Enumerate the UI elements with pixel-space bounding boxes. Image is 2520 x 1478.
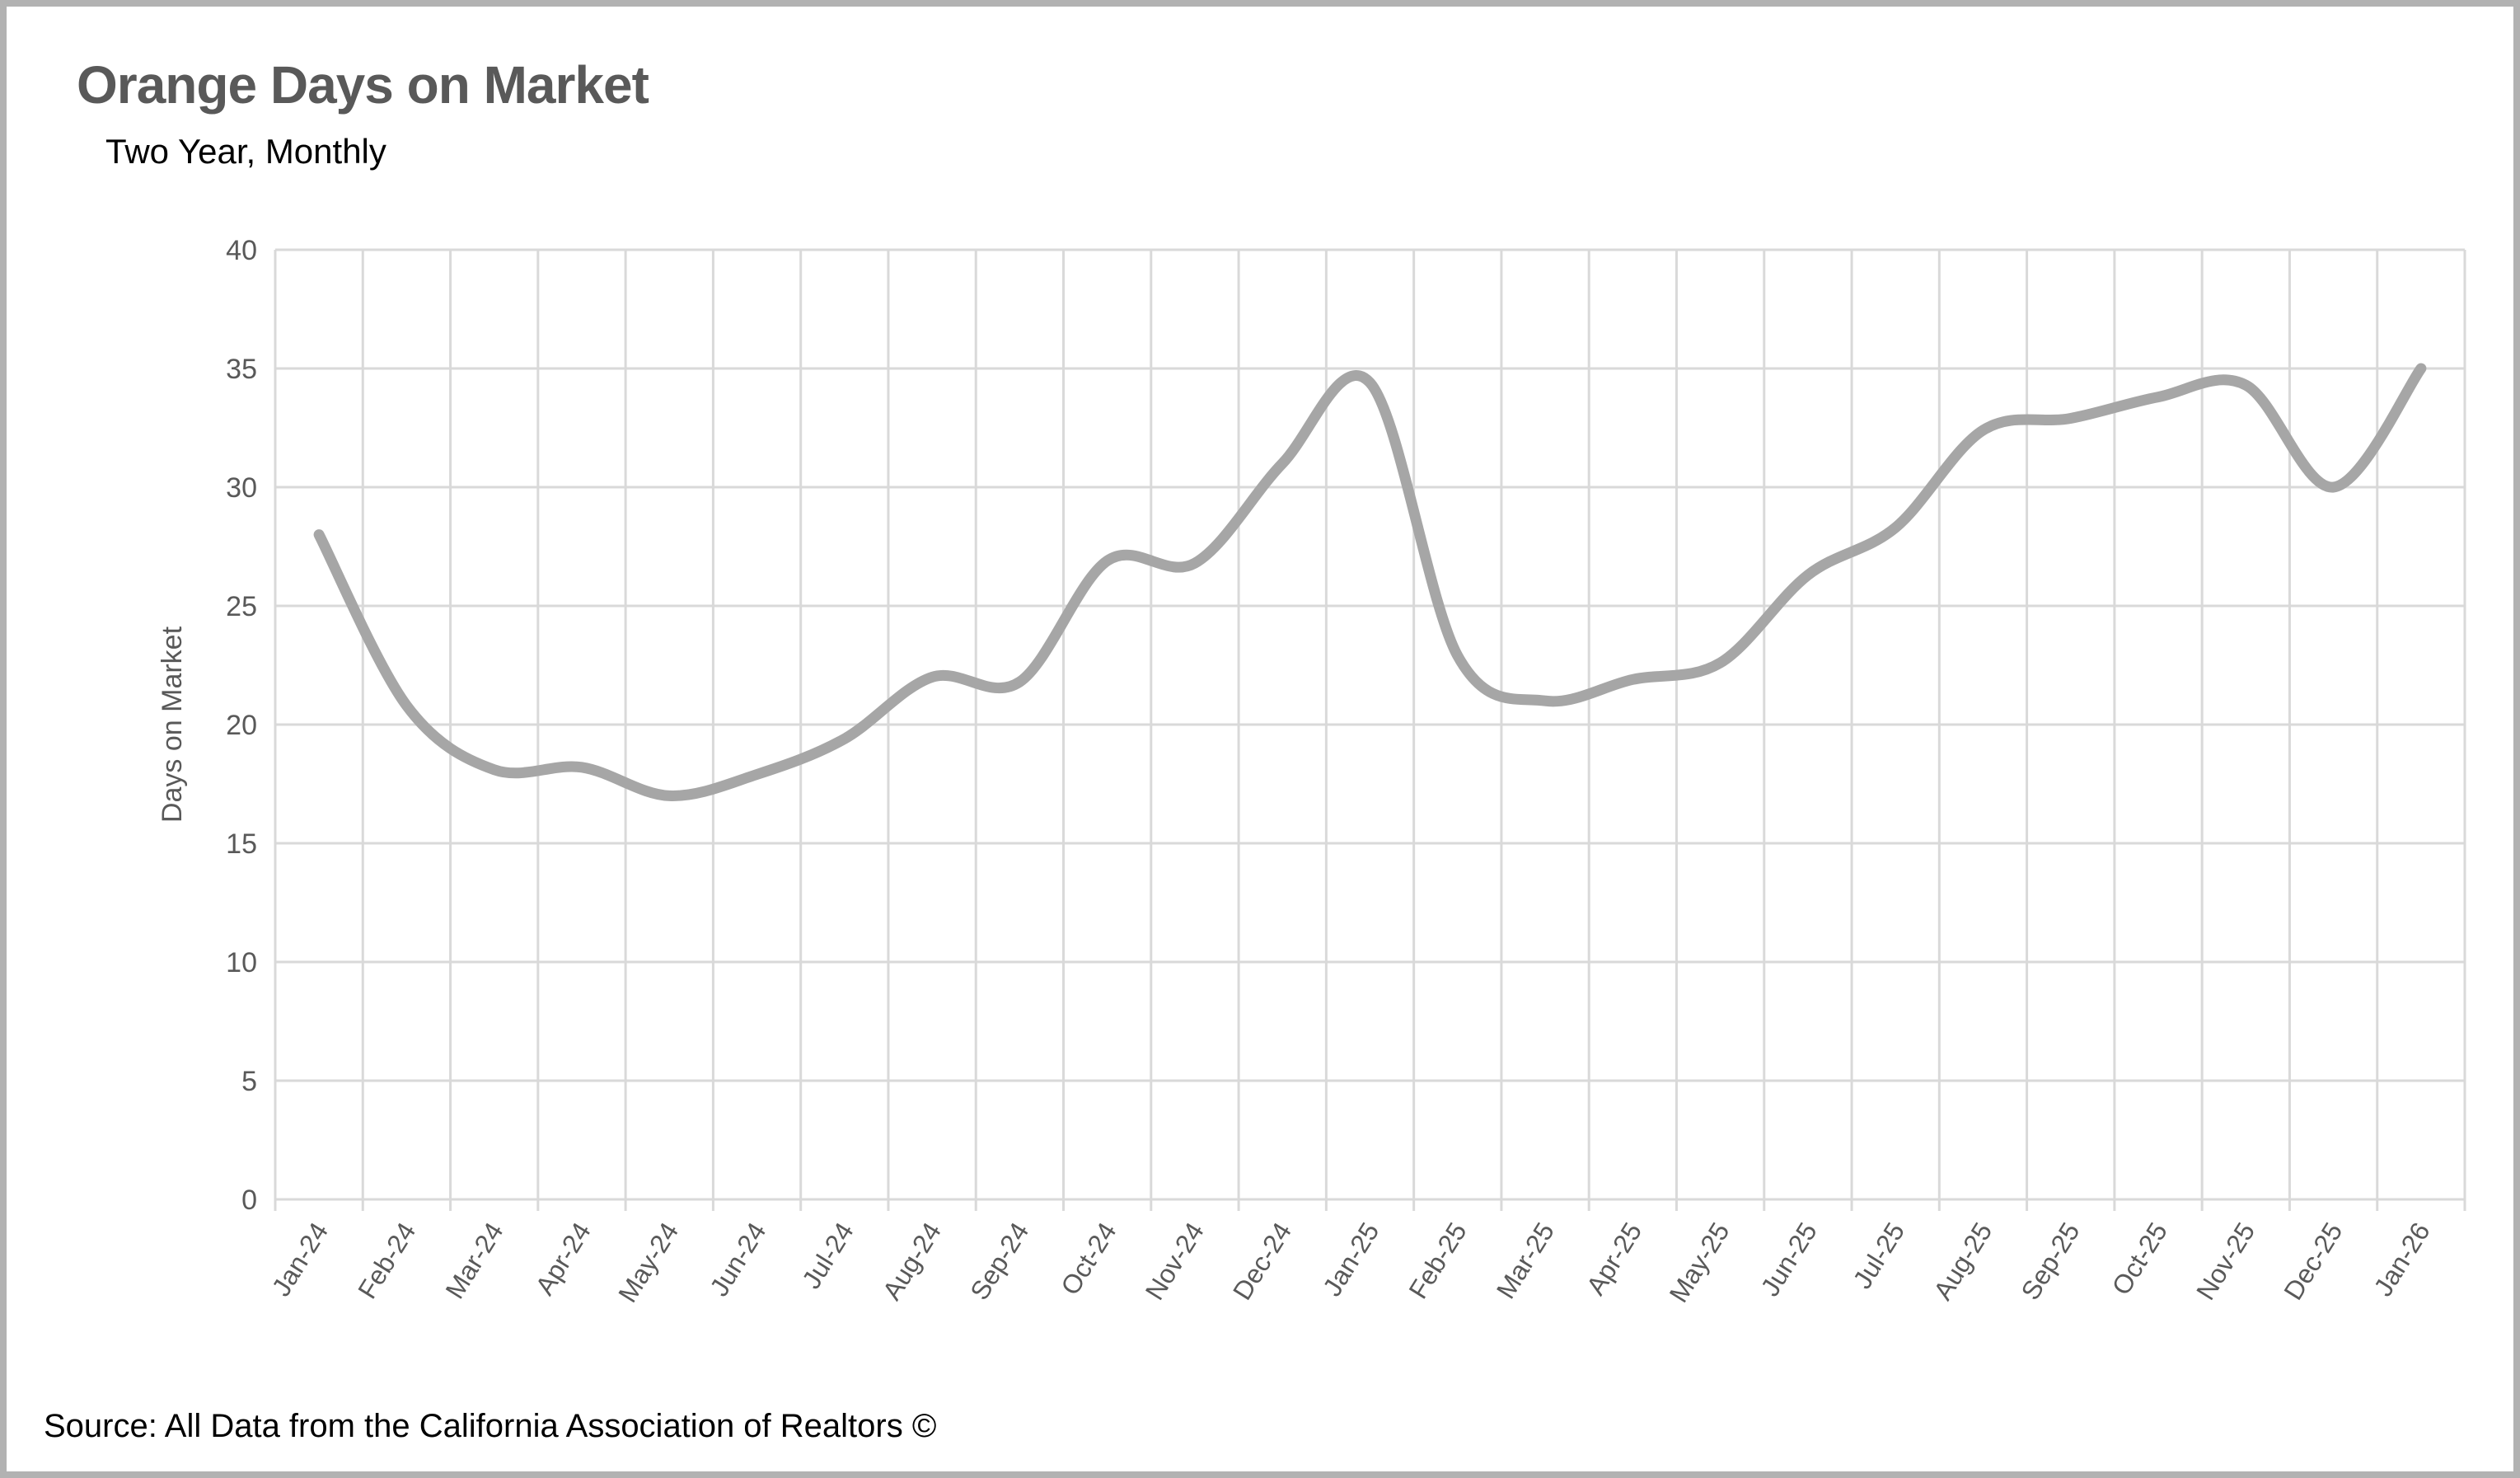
y-tick-label: 20 xyxy=(226,710,257,741)
x-tick-label: Jul-25 xyxy=(1847,1218,1910,1294)
y-tick-label: 40 xyxy=(226,235,257,266)
y-tick-label: 35 xyxy=(226,354,257,385)
x-tick-label: Jul-24 xyxy=(796,1218,860,1294)
x-tick-label: Aug-24 xyxy=(877,1218,947,1306)
source-note: Source: All Data from the California Ass… xyxy=(44,1408,937,1444)
x-tick-label: Dec-25 xyxy=(2278,1218,2348,1306)
series-line-days-on-market xyxy=(313,363,2427,801)
x-tick-label: Jan-25 xyxy=(1317,1218,1384,1302)
x-tick-label: May-24 xyxy=(612,1218,684,1308)
y-tick-label: 15 xyxy=(226,828,257,860)
x-tick-label: May-25 xyxy=(1663,1218,1735,1308)
y-axis-labels: 0 5 10 15 20 25 30 35 40 xyxy=(226,235,257,1216)
x-tick-label: Apr-25 xyxy=(1581,1218,1647,1301)
x-tick-label: Mar-25 xyxy=(1491,1218,1560,1304)
x-tick-label: Jun-25 xyxy=(1754,1218,1822,1302)
y-tick-label: 25 xyxy=(226,591,257,622)
chart-subtitle: Two Year, Monthly xyxy=(105,132,386,171)
x-tick-label: Jun-24 xyxy=(704,1218,771,1302)
x-tick-label: Dec-24 xyxy=(1227,1218,1297,1306)
x-tick-label: Feb-24 xyxy=(352,1218,421,1304)
gridlines xyxy=(274,248,2466,1211)
x-tick-label: Jan-26 xyxy=(2368,1218,2435,1302)
x-tick-label: Oct-24 xyxy=(1055,1218,1122,1301)
x-tick-label: Mar-24 xyxy=(439,1218,508,1304)
y-axis-title: Days on Market xyxy=(157,626,188,823)
x-tick-label: Apr-24 xyxy=(529,1218,596,1301)
y-tick-label: 10 xyxy=(226,947,257,978)
chart-title: Orange Days on Market xyxy=(77,55,649,115)
x-tick-label: Jan-24 xyxy=(266,1218,334,1302)
x-tick-label: Feb-25 xyxy=(1403,1218,1472,1304)
x-tick-label: Oct-25 xyxy=(2106,1218,2173,1301)
x-axis-labels: Jan-24 Feb-24 Mar-24 Apr-24 May-24 Jun-24 Jul-… xyxy=(266,1218,2436,1308)
y-tick-label: 5 xyxy=(241,1066,257,1097)
x-tick-label: Nov-25 xyxy=(2190,1218,2260,1306)
line-chart: 0 5 10 15 20 25 30 35 40 Days on Market Jan-24 Feb-… xyxy=(157,235,2466,1308)
x-tick-label: Aug-25 xyxy=(1927,1218,1998,1306)
x-tick-label: Sep-25 xyxy=(2015,1218,2085,1306)
x-tick-label: Sep-24 xyxy=(964,1218,1034,1306)
y-tick-label: 30 xyxy=(226,472,257,504)
y-tick-label: 0 xyxy=(241,1185,257,1216)
x-tick-label: Nov-24 xyxy=(1140,1218,1210,1306)
